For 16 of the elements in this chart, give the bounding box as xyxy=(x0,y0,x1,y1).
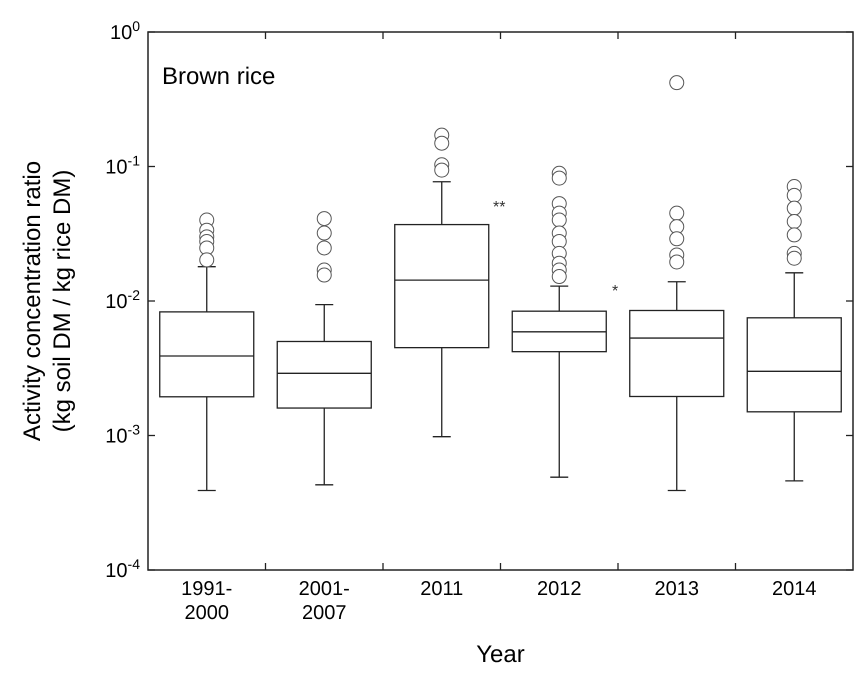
x-tick-label: 1991-2000 xyxy=(181,578,232,624)
x-tick-label: 2014 xyxy=(772,578,816,600)
x-axis-title: Year xyxy=(476,641,525,668)
annotation: ** xyxy=(493,199,506,216)
y-tick-label: 10$^{0}$ xyxy=(110,18,140,44)
y-tick-label: 10$^{-2}$ xyxy=(105,287,140,313)
y-tick-label: 10$^{-4}$ xyxy=(105,556,140,582)
y-axis-title: Activity concentration ratio (kg soil DM / kg rice DM) xyxy=(19,160,76,442)
y-tick-label: 10$^{-1}$ xyxy=(105,152,140,178)
x-tick-label: 2012 xyxy=(537,578,582,600)
text: Brown rice xyxy=(162,63,276,90)
x-tick-label: 2013 xyxy=(654,578,699,600)
y-tick-label: 10$^{-3}$ xyxy=(105,422,140,448)
x-tick-label: 2001-2007 xyxy=(298,578,350,624)
annotation: * xyxy=(612,283,618,300)
x-tick-label: 2011 xyxy=(420,578,464,600)
